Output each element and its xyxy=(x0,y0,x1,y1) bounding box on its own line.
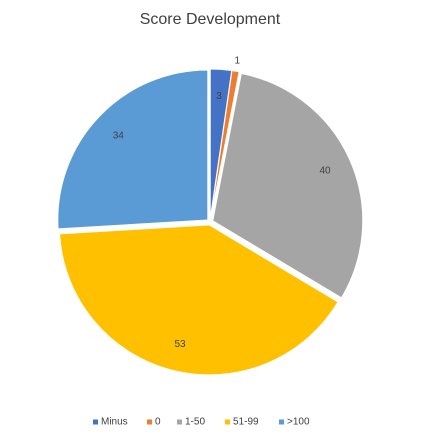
legend-label: 51-99 xyxy=(233,417,259,428)
pie-slice xyxy=(57,69,209,230)
pie-slice xyxy=(212,72,364,299)
data-label: 53 xyxy=(175,339,187,350)
legend-label: >100 xyxy=(287,417,310,428)
data-label: 40 xyxy=(320,165,332,176)
legend-swatch xyxy=(147,419,152,425)
legend-swatch xyxy=(225,419,230,425)
legend-swatch xyxy=(279,419,284,425)
pie-slice xyxy=(59,224,339,376)
chart-title: Score Development xyxy=(140,11,281,28)
legend-label: 1-50 xyxy=(185,417,205,428)
data-label: 3 xyxy=(216,91,222,102)
pie-slice xyxy=(210,70,240,220)
data-label: 1 xyxy=(235,55,241,66)
legend-label: 0 xyxy=(155,417,161,428)
data-label: 34 xyxy=(113,130,125,141)
legend-swatch xyxy=(177,419,182,425)
legend-swatch xyxy=(93,419,98,425)
legend-label: Minus xyxy=(101,417,128,428)
